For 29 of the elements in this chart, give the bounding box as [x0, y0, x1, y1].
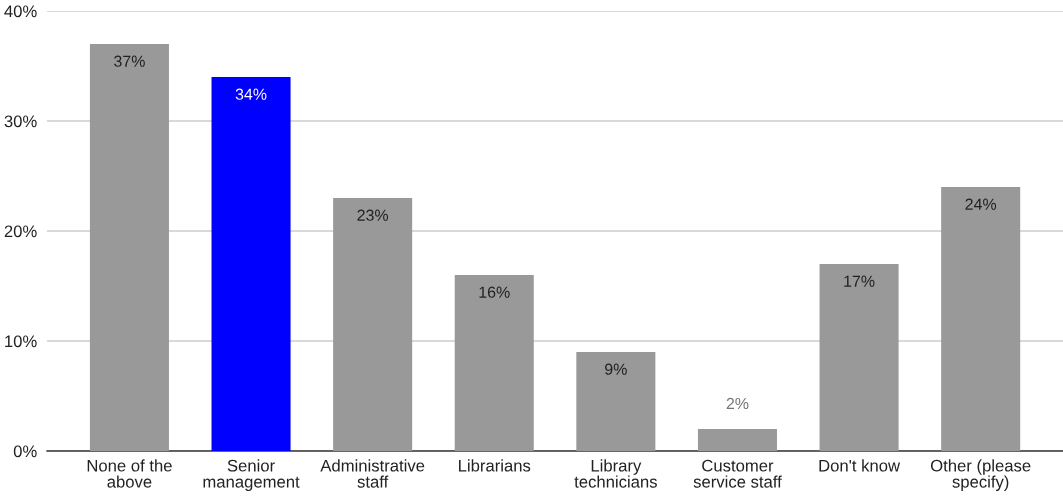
x-tick-label: Librarians: [459, 459, 531, 472]
x-tick-label: Other (please specify): [930, 459, 1031, 492]
data-label: 23%: [357, 209, 389, 221]
bar: [697, 429, 777, 451]
bar: [454, 275, 534, 451]
x-tick-label: Senior management: [203, 459, 300, 492]
data-label: 16%: [479, 286, 510, 298]
bar: [89, 44, 169, 451]
data-label: 37%: [114, 55, 145, 67]
x-tick-label: None of the above: [87, 459, 172, 488]
y-tick-label: 0%: [13, 445, 37, 458]
x-tick-label: Don't know: [819, 459, 901, 472]
x-tick-label: Administrative staff: [320, 459, 425, 488]
y-tick-label: 40%: [4, 5, 37, 18]
y-tick-label: 30%: [4, 115, 37, 128]
data-label: 9%: [605, 363, 627, 375]
data-label: 34%: [235, 88, 267, 100]
bar: [211, 77, 291, 451]
bar: [819, 264, 899, 451]
bar: [941, 187, 1021, 451]
y-tick-label: 20%: [4, 225, 37, 238]
data-label: 2%: [726, 397, 749, 410]
bar: [333, 198, 413, 451]
y-tick-label: 10%: [5, 335, 37, 348]
x-tick-label: Library technicians: [574, 459, 657, 488]
data-label: 17%: [844, 275, 875, 287]
bar: [576, 352, 656, 451]
data-label: 24%: [965, 198, 997, 210]
x-tick-label: Customer service staff: [693, 459, 782, 488]
